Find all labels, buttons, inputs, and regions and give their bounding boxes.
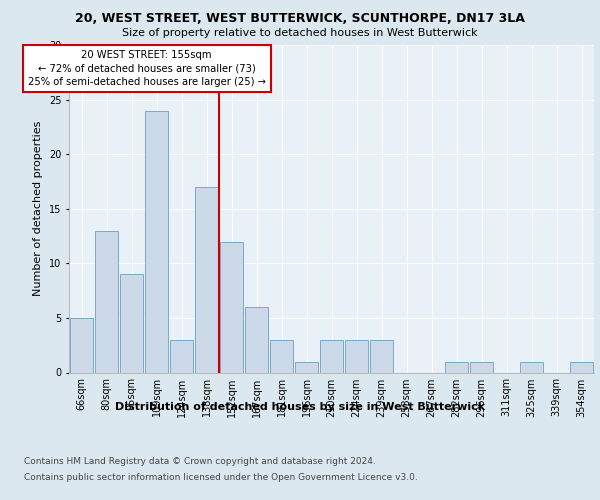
Bar [120, 274, 143, 372]
Text: Contains public sector information licensed under the Open Government Licence v3: Contains public sector information licen… [24, 472, 418, 482]
Text: 20, WEST STREET, WEST BUTTERWICK, SCUNTHORPE, DN17 3LA: 20, WEST STREET, WEST BUTTERWICK, SCUNTH… [75, 12, 525, 26]
Bar [145, 110, 168, 372]
Y-axis label: Number of detached properties: Number of detached properties [34, 121, 43, 296]
Bar [170, 340, 193, 372]
Bar [370, 340, 393, 372]
Text: Distribution of detached houses by size in West Butterwick: Distribution of detached houses by size … [115, 402, 485, 412]
Bar [470, 362, 493, 372]
Bar [195, 187, 218, 372]
Bar [320, 340, 343, 372]
Text: Size of property relative to detached houses in West Butterwick: Size of property relative to detached ho… [122, 28, 478, 38]
Bar [445, 362, 468, 372]
Bar [95, 230, 118, 372]
Text: Contains HM Land Registry data © Crown copyright and database right 2024.: Contains HM Land Registry data © Crown c… [24, 458, 376, 466]
Bar [295, 362, 318, 372]
Text: 20 WEST STREET: 155sqm
← 72% of detached houses are smaller (73)
25% of semi-det: 20 WEST STREET: 155sqm ← 72% of detached… [28, 50, 265, 87]
Bar [245, 307, 268, 372]
Bar [345, 340, 368, 372]
Bar [220, 242, 243, 372]
Bar [570, 362, 593, 372]
Bar [520, 362, 543, 372]
Bar [270, 340, 293, 372]
Bar [70, 318, 93, 372]
